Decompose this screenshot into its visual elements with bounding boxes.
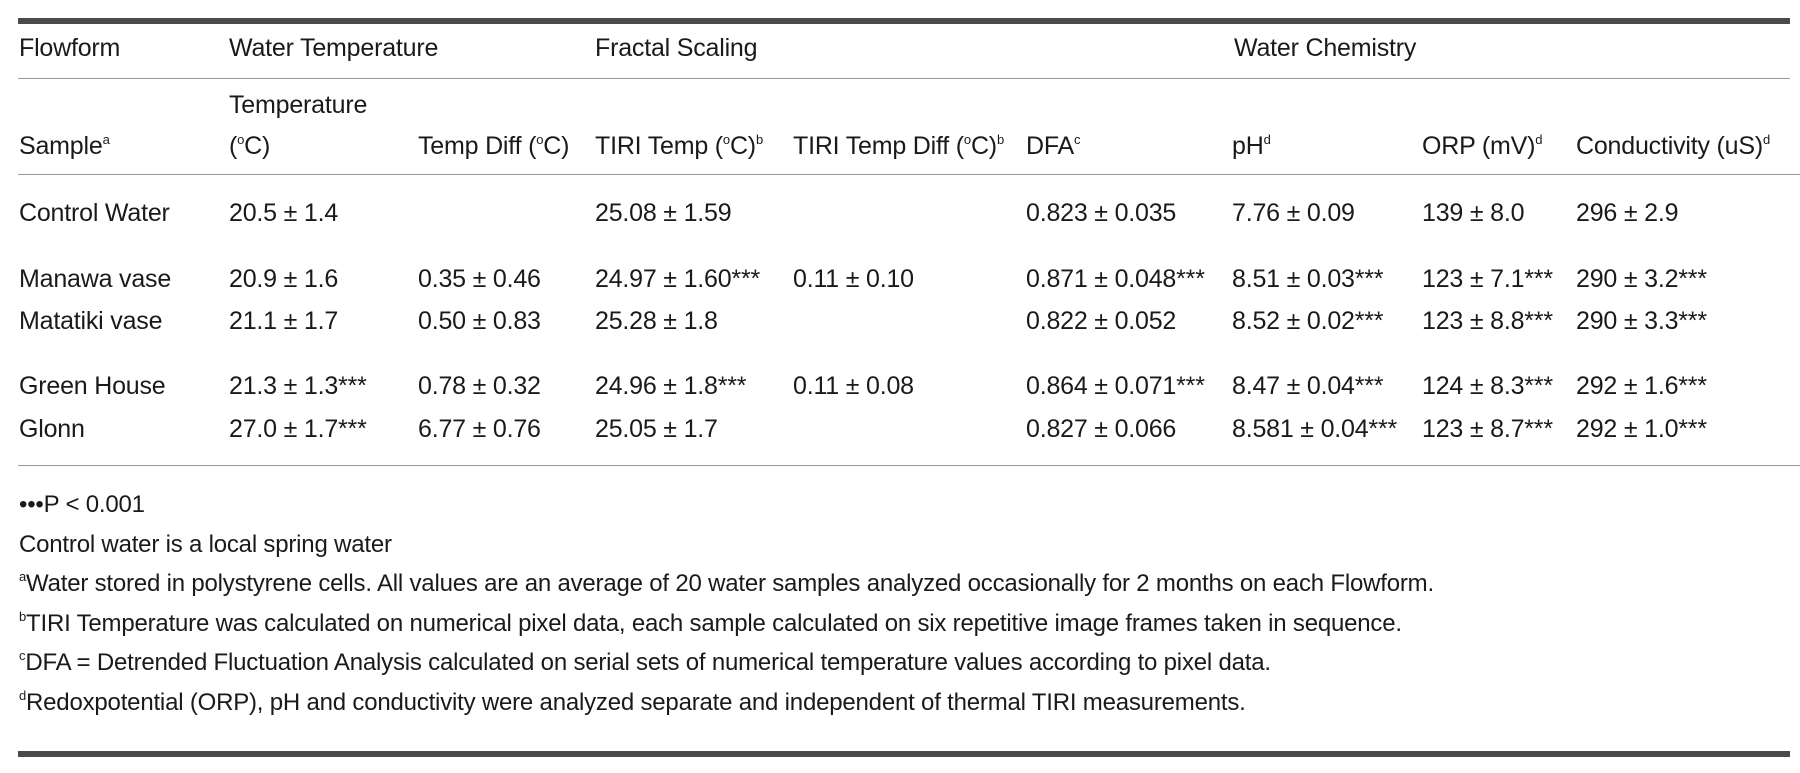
column-header-temperature-line2: (oC) [229, 132, 271, 160]
column-header-tiri-temp: TIRI Temp (oC)b [595, 132, 763, 160]
cell-orp: 139 ± 8.0 [1422, 199, 1525, 227]
cell-conductivity: 290 ± 3.2*** [1576, 265, 1707, 293]
cell-conductivity: 296 ± 2.9 [1576, 199, 1679, 227]
column-header-ph: pHd [1232, 132, 1271, 160]
column-header-rule [18, 174, 1800, 175]
cell-ph: 8.581 ± 0.04*** [1232, 415, 1398, 443]
footnote-b: bTIRI Temperature was calculated on nume… [19, 609, 1402, 637]
cell-orp: 123 ± 7.1*** [1422, 265, 1553, 293]
cell-dfa: 0.827 ± 0.066 [1026, 415, 1177, 443]
cell-temperature: 20.5 ± 1.4 [229, 199, 339, 227]
cell-sample: Matatiki vase [19, 307, 163, 335]
table-body-end-rule [18, 465, 1800, 466]
cell-tiri-temp-diff: 0.11 ± 0.10 [793, 265, 914, 293]
cell-temperature: 27.0 ± 1.7*** [229, 415, 367, 443]
group-header-flowform: Flowform [19, 34, 121, 62]
column-header-temperature-line1: Temperature [229, 91, 368, 119]
group-header-fractal-scaling: Fractal Scaling [595, 34, 758, 62]
cell-tiri-temp-diff: 0.11 ± 0.08 [793, 372, 914, 400]
cell-sample: Glonn [19, 415, 85, 443]
cell-temp-diff: 0.35 ± 0.46 [418, 265, 541, 293]
cell-tiri-temp: 25.28 ± 1.8 [595, 307, 718, 335]
cell-dfa: 0.871 ± 0.048*** [1026, 265, 1205, 293]
column-header-orp: ORP (mV)d [1422, 132, 1543, 160]
cell-temperature: 20.9 ± 1.6 [229, 265, 339, 293]
cell-conductivity: 290 ± 3.3*** [1576, 307, 1707, 335]
cell-temp-diff: 0.50 ± 0.83 [418, 307, 541, 335]
cell-tiri-temp: 25.08 ± 1.59 [595, 199, 732, 227]
footnote-a: aWater stored in polystyrene cells. All … [19, 569, 1434, 597]
cell-orp: 123 ± 8.7*** [1422, 415, 1553, 443]
table-top-rule [18, 18, 1790, 24]
cell-sample: Manawa vase [19, 265, 172, 293]
cell-ph: 8.47 ± 0.04*** [1232, 372, 1384, 400]
cell-tiri-temp: 25.05 ± 1.7 [595, 415, 718, 443]
cell-temp-diff: 6.77 ± 0.76 [418, 415, 541, 443]
column-header-sample: Samplea [19, 132, 110, 160]
footnote-d: dRedoxpotential (ORP), pH and conductivi… [19, 688, 1246, 716]
cell-sample: Control Water [19, 199, 170, 227]
cell-ph: 8.52 ± 0.02*** [1232, 307, 1384, 335]
cell-tiri-temp: 24.97 ± 1.60*** [595, 265, 761, 293]
cell-temp-diff: 0.78 ± 0.32 [418, 372, 541, 400]
footnote-c: cDFA = Detrended Fluctuation Analysis ca… [19, 648, 1271, 676]
cell-conductivity: 292 ± 1.0*** [1576, 415, 1707, 443]
cell-dfa: 0.822 ± 0.052 [1026, 307, 1177, 335]
cell-dfa: 0.823 ± 0.035 [1026, 199, 1177, 227]
group-header-rule [18, 78, 1790, 79]
cell-ph: 7.76 ± 0.09 [1232, 199, 1355, 227]
column-header-tiri-temp-diff: TIRI Temp Diff (oC)b [793, 132, 1004, 160]
group-header-water-chemistry: Water Chemistry [1234, 34, 1417, 62]
cell-dfa: 0.864 ± 0.071*** [1026, 372, 1205, 400]
cell-sample: Green House [19, 372, 166, 400]
footnote-significance: •••P < 0.001 [19, 491, 145, 518]
cell-orp: 124 ± 8.3*** [1422, 372, 1553, 400]
column-header-dfa: DFAc [1026, 132, 1081, 160]
group-header-water-temperature: Water Temperature [229, 34, 439, 62]
cell-conductivity: 292 ± 1.6*** [1576, 372, 1707, 400]
table-bottom-rule [18, 751, 1790, 757]
cell-ph: 8.51 ± 0.03*** [1232, 265, 1384, 293]
cell-tiri-temp: 24.96 ± 1.8*** [595, 372, 747, 400]
column-header-temp-diff: Temp Diff (oC) [418, 132, 570, 160]
cell-orp: 123 ± 8.8*** [1422, 307, 1553, 335]
cell-temperature: 21.3 ± 1.3*** [229, 372, 367, 400]
column-header-conductivity: Conductivity (uS)d [1576, 132, 1770, 160]
footnote-control: Control water is a local spring water [19, 531, 392, 558]
cell-temperature: 21.1 ± 1.7 [229, 307, 339, 335]
